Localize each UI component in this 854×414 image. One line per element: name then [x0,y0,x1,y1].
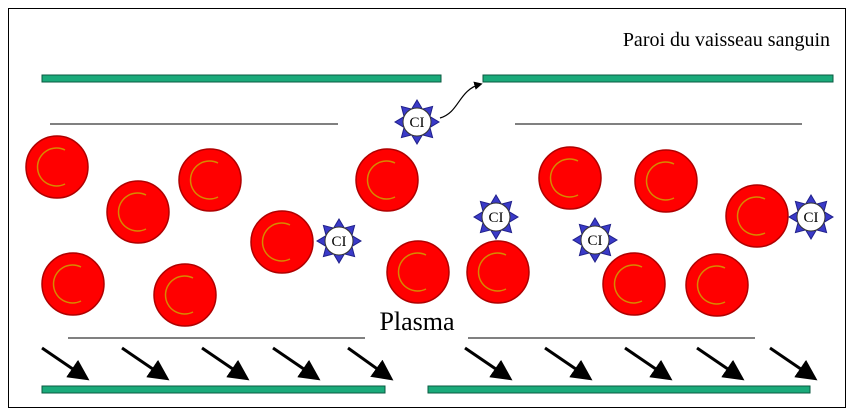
complex: CI [317,219,361,263]
complex-label: CI [489,210,504,226]
title: Paroi du vaisseau sanguin [623,29,830,51]
complex: CI [573,218,617,262]
red-cells [26,136,788,326]
flow-arrows [42,348,814,378]
complex: CI [789,195,833,239]
complex-label: CI [588,233,603,249]
complex-label: CI [332,234,347,250]
diagram: Paroi du vaisseau sanguin Plasma CI CI CI C… [0,0,854,414]
complex-label: CI [804,210,819,226]
complex: CI [474,195,518,239]
plasma-label: Plasma [379,307,455,336]
complex: CI [395,100,439,144]
complex-label: CI [410,115,425,131]
curved-arrow [440,84,481,118]
